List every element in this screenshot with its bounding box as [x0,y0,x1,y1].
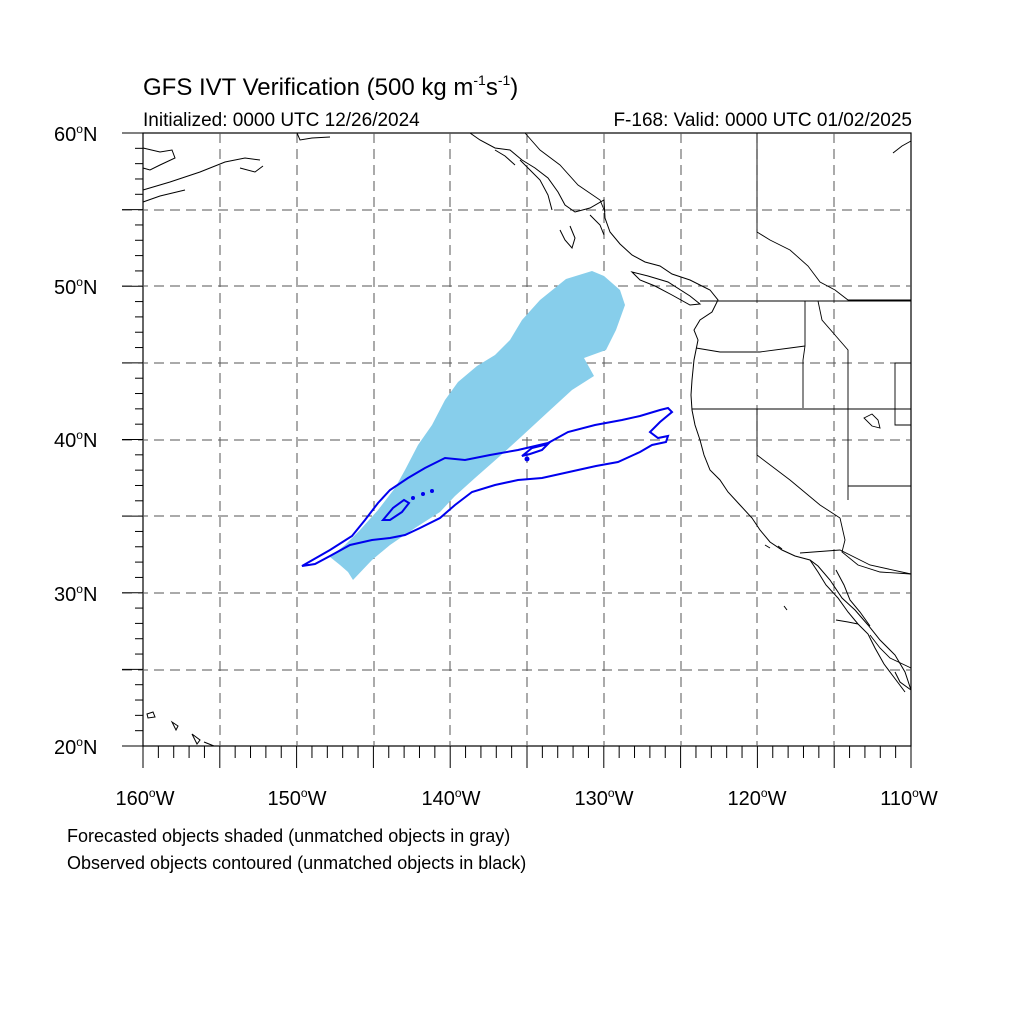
lon-label-150: 150oW [267,786,327,810]
chart-title: GFS IVT Verification (500 kg m-1s-1) [143,72,518,102]
title-prefix: GFS IVT Verification (500 kg m [143,74,474,101]
graticule [122,133,911,746]
observed-ivt-dots [411,456,530,500]
political-borders [524,132,912,669]
title-suffix: ) [510,74,519,101]
coastlines [142,132,912,747]
lat-label-50: 50oN [54,275,98,299]
lon-label-140: 140oW [421,786,481,810]
title-exponent-2: -1 [497,72,511,88]
lat-label-30: 30oN [54,582,98,606]
footnote-forecast: Forecasted objects shaded (unmatched obj… [67,826,511,846]
forecast-ivt-object [330,271,625,580]
lat-label-20: 20oN [54,735,98,759]
observed-ivt-object [301,406,674,567]
lon-label-130: 130oW [574,786,634,810]
footnote-observed: Observed objects contoured (unmatched ob… [67,853,527,873]
lon-label-160: 160oW [115,786,175,810]
initialized-text: Initialized: 0000 UTC 12/26/2024 [143,110,420,131]
lat-label-60: 60oN [54,122,98,146]
title-exponent-1: -1 [473,72,486,88]
lon-label-120: 120oW [727,786,787,810]
axis-ticks [122,132,912,768]
title-middle: s [485,74,498,101]
lat-label-40: 40oN [54,428,98,452]
valid-text: F-168: Valid: 0000 UTC 01/02/2025 [613,110,912,131]
lon-label-110: 110oW [880,786,938,810]
